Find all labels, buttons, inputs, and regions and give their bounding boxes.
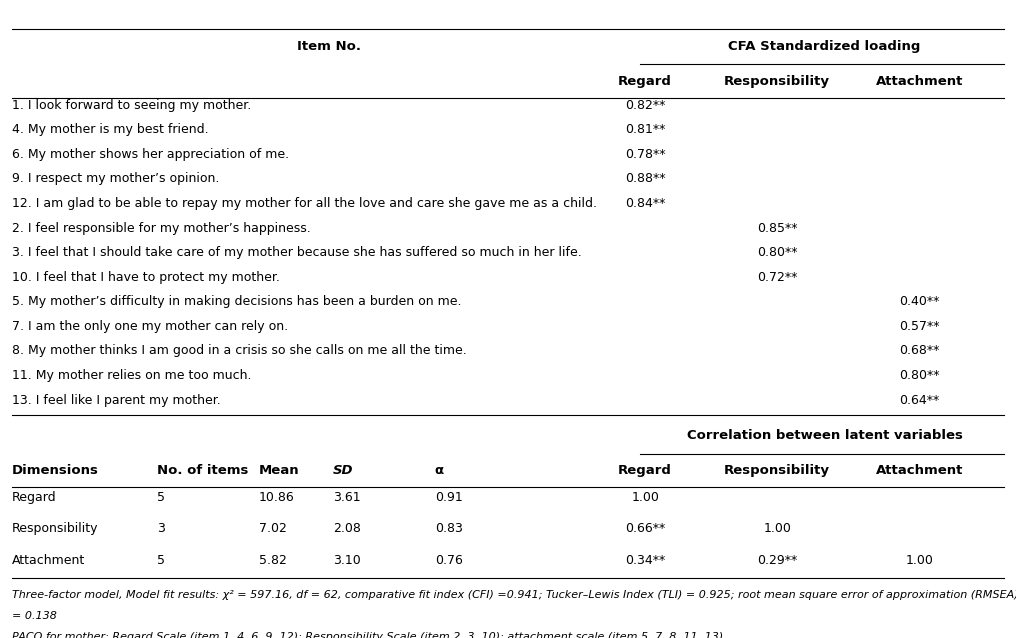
Text: Attachment: Attachment xyxy=(876,464,963,477)
Text: Attachment: Attachment xyxy=(876,75,963,87)
Text: 3. I feel that I should take care of my mother because she has suffered so much : 3. I feel that I should take care of my … xyxy=(12,246,582,259)
Text: 1.00: 1.00 xyxy=(763,523,791,535)
Text: Regard: Regard xyxy=(618,464,673,477)
Text: 0.85**: 0.85** xyxy=(757,221,798,235)
Text: 0.80**: 0.80** xyxy=(899,369,940,382)
Text: 1. I look forward to seeing my mother.: 1. I look forward to seeing my mother. xyxy=(12,99,251,112)
Text: 1.00: 1.00 xyxy=(631,491,659,503)
Text: Regard: Regard xyxy=(618,75,673,87)
Text: Attachment: Attachment xyxy=(12,554,85,567)
Text: 6. My mother shows her appreciation of me.: 6. My mother shows her appreciation of m… xyxy=(12,148,290,161)
Text: Item No.: Item No. xyxy=(297,40,361,53)
Text: α: α xyxy=(435,464,444,477)
Text: 7. I am the only one my mother can rely on.: 7. I am the only one my mother can rely … xyxy=(12,320,289,333)
Text: 5.82: 5.82 xyxy=(259,554,287,567)
Text: 5: 5 xyxy=(157,491,166,503)
Text: 0.76: 0.76 xyxy=(435,554,462,567)
Text: 0.81**: 0.81** xyxy=(625,123,665,137)
Text: 1.00: 1.00 xyxy=(905,554,934,567)
Text: Responsibility: Responsibility xyxy=(724,464,830,477)
Text: 13. I feel like I parent my mother.: 13. I feel like I parent my mother. xyxy=(12,394,220,406)
Text: CFA Standardized loading: CFA Standardized loading xyxy=(728,40,920,53)
Text: SD: SD xyxy=(333,464,354,477)
Text: 0.82**: 0.82** xyxy=(625,99,665,112)
Text: 0.78**: 0.78** xyxy=(625,148,665,161)
Text: 0.88**: 0.88** xyxy=(625,172,665,186)
Text: 3.10: 3.10 xyxy=(333,554,361,567)
Text: Correlation between latent variables: Correlation between latent variables xyxy=(687,429,962,442)
Text: 0.72**: 0.72** xyxy=(757,271,798,284)
Text: Dimensions: Dimensions xyxy=(12,464,100,477)
Text: 5: 5 xyxy=(157,554,166,567)
Text: 0.34**: 0.34** xyxy=(625,554,665,567)
Text: PACQ for mother: Regard Scale (item 1, 4, 6, 9, 12); Responsibility Scale (item : PACQ for mother: Regard Scale (item 1, 4… xyxy=(12,632,726,638)
Text: 0.64**: 0.64** xyxy=(899,394,940,406)
Text: Mean: Mean xyxy=(259,464,300,477)
Text: 12. I am glad to be able to repay my mother for all the love and care she gave m: 12. I am glad to be able to repay my mot… xyxy=(12,197,597,210)
Text: Three-factor model, Model fit results: χ² = 597.16, df = 62, comparative fit ind: Three-factor model, Model fit results: χ… xyxy=(12,590,1016,600)
Text: Responsibility: Responsibility xyxy=(12,523,99,535)
Text: 0.29**: 0.29** xyxy=(757,554,798,567)
Text: 2. I feel responsible for my mother’s happiness.: 2. I feel responsible for my mother’s ha… xyxy=(12,221,311,235)
Text: 0.68**: 0.68** xyxy=(899,345,940,357)
Text: 3: 3 xyxy=(157,523,166,535)
Text: 5. My mother’s difficulty in making decisions has been a burden on me.: 5. My mother’s difficulty in making deci… xyxy=(12,295,461,308)
Text: Regard: Regard xyxy=(12,491,57,503)
Text: 0.91: 0.91 xyxy=(435,491,462,503)
Text: 10.86: 10.86 xyxy=(259,491,295,503)
Text: 4. My mother is my best friend.: 4. My mother is my best friend. xyxy=(12,123,209,137)
Text: 3.61: 3.61 xyxy=(333,491,361,503)
Text: 0.84**: 0.84** xyxy=(625,197,665,210)
Text: 9. I respect my mother’s opinion.: 9. I respect my mother’s opinion. xyxy=(12,172,219,186)
Text: 0.40**: 0.40** xyxy=(899,295,940,308)
Text: 10. I feel that I have to protect my mother.: 10. I feel that I have to protect my mot… xyxy=(12,271,280,284)
Text: 0.57**: 0.57** xyxy=(899,320,940,333)
Text: 8. My mother thinks I am good in a crisis so she calls on me all the time.: 8. My mother thinks I am good in a crisi… xyxy=(12,345,467,357)
Text: 0.66**: 0.66** xyxy=(625,523,665,535)
Text: Responsibility: Responsibility xyxy=(724,75,830,87)
Text: 11. My mother relies on me too much.: 11. My mother relies on me too much. xyxy=(12,369,252,382)
Text: 0.83: 0.83 xyxy=(435,523,462,535)
Text: 0.80**: 0.80** xyxy=(757,246,798,259)
Text: No. of items: No. of items xyxy=(157,464,249,477)
Text: = 0.138: = 0.138 xyxy=(12,611,57,621)
Text: 2.08: 2.08 xyxy=(333,523,361,535)
Text: 7.02: 7.02 xyxy=(259,523,287,535)
